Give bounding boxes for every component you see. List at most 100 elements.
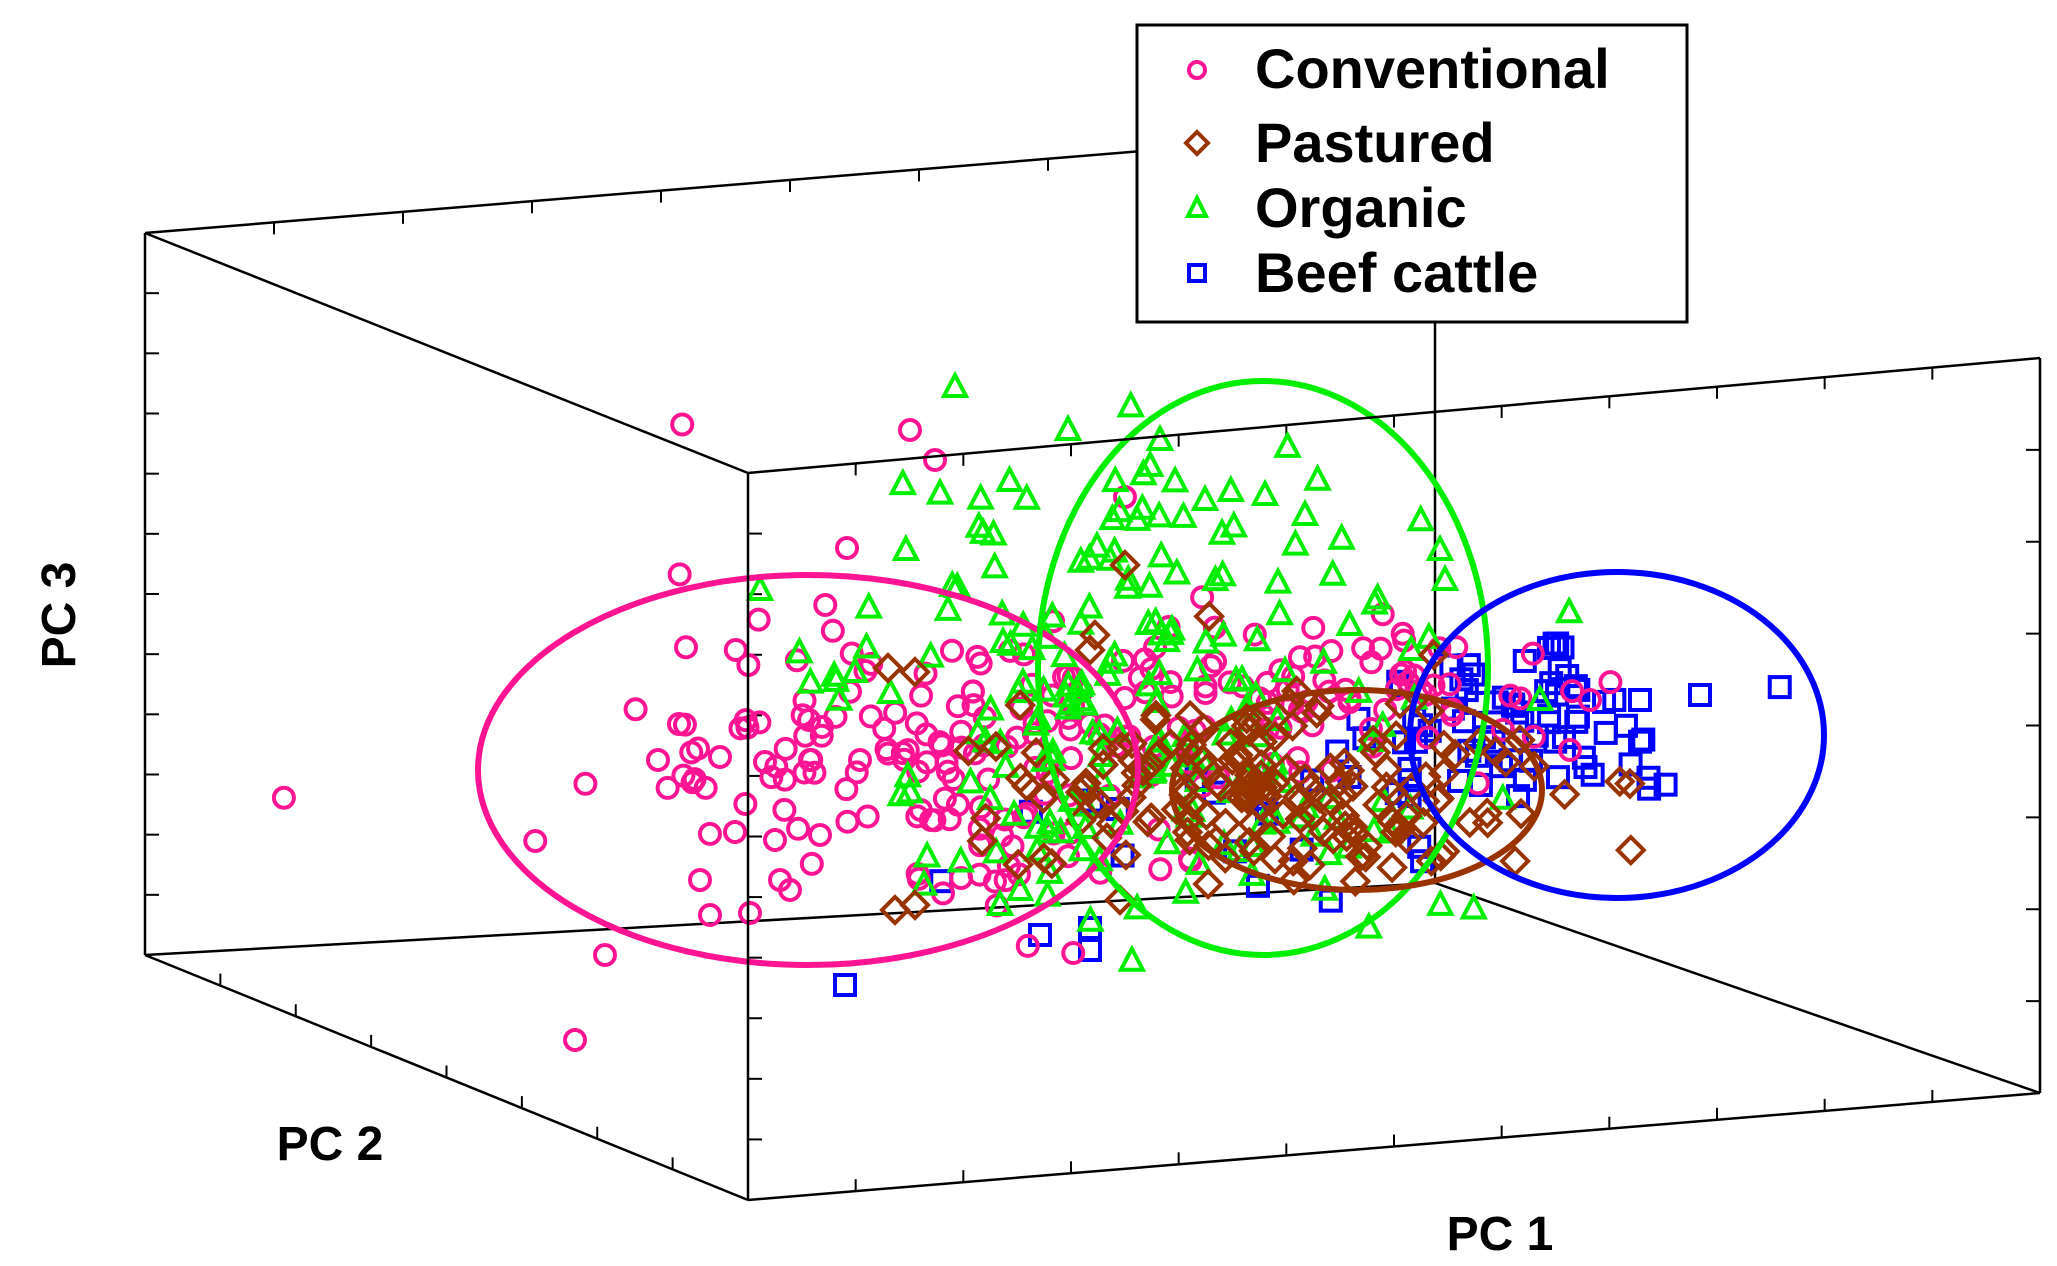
point-organic [1219, 510, 1249, 538]
point-conventional [792, 760, 817, 785]
axis-ticks [145, 137, 2040, 1192]
point-pastured [1505, 797, 1537, 830]
point-pastured [1190, 799, 1223, 831]
point-organic [1160, 465, 1190, 493]
point-pastured [1296, 798, 1328, 831]
point-pastured [1384, 687, 1416, 720]
point-pastured [1236, 774, 1268, 807]
point-conventional [733, 708, 758, 733]
point-conventional [1498, 683, 1523, 708]
point-pastured [1171, 735, 1204, 768]
point-conventional [960, 679, 985, 704]
point-pastured [1427, 757, 1460, 790]
axis-title-pc2: PC 2 [277, 1118, 384, 1171]
point-conventional [573, 771, 598, 796]
point-organic [966, 482, 995, 510]
point-organic [1221, 664, 1251, 692]
point-pastured [1362, 789, 1394, 821]
point-pastured [1359, 736, 1392, 769]
point-conventional [1598, 670, 1623, 695]
point-beef-cattle [1501, 693, 1526, 718]
point-beef-cattle [1593, 720, 1618, 745]
point-organic [912, 840, 942, 868]
point-organic [1145, 423, 1175, 451]
frame-edge-bottom-left [144, 953, 749, 1202]
point-pastured [1294, 849, 1326, 881]
point-conventional [723, 637, 748, 662]
ellipse-pastured [1169, 687, 1545, 893]
point-organic [1128, 492, 1157, 520]
point-pastured [1027, 782, 1060, 815]
point-organic [1113, 571, 1142, 599]
point-conventional [523, 828, 548, 853]
point-organic [1022, 834, 1052, 862]
point-pastured [899, 656, 931, 688]
point-organic [1182, 654, 1212, 682]
point-beef-cattle [1631, 727, 1656, 752]
point-conventional [909, 683, 934, 708]
point-organic [1303, 463, 1332, 491]
point-pastured [1004, 689, 1037, 721]
point-organic [1075, 591, 1104, 619]
point-organic [1116, 390, 1146, 418]
point-organic [933, 593, 963, 621]
point-organic [1082, 530, 1112, 558]
point-pastured [1471, 797, 1503, 829]
point-pastured [1074, 634, 1106, 666]
point-organic [1133, 607, 1163, 635]
point-pastured [1413, 695, 1446, 727]
frame-edge-top-front [747, 356, 2041, 475]
point-conventional [848, 748, 872, 772]
point-organic [1070, 688, 1100, 716]
point-pastured [1233, 826, 1266, 859]
point-pastured [1603, 765, 1636, 798]
point-organic [1191, 626, 1221, 654]
point-pastured [1614, 834, 1647, 866]
point-pastured [980, 730, 1012, 763]
point-pastured [966, 825, 999, 857]
point-conventional [1358, 716, 1383, 741]
point-pastured [1380, 720, 1413, 752]
point-conventional [772, 797, 797, 822]
frame-edge-back-bottom-left [144, 881, 1436, 957]
point-pastured [1278, 864, 1310, 896]
point-conventional [764, 754, 789, 779]
point-organic [1104, 494, 1134, 523]
point-organic [1281, 528, 1310, 556]
legend: Conventional Pastured Organic Beef cattl… [1135, 23, 1689, 324]
data-points [271, 370, 1792, 1052]
point-organic [875, 676, 905, 705]
point-conventional [674, 635, 699, 660]
point-organic [1035, 806, 1065, 835]
point-organic [1034, 816, 1063, 844]
point-pastured [1267, 798, 1299, 830]
legend-marker-beef-cattle [1187, 263, 1207, 283]
point-pastured [1415, 845, 1448, 877]
point-pastured [1221, 741, 1253, 774]
confidence-ellipses [475, 378, 1827, 968]
point-organic [1290, 498, 1320, 526]
point-beef-cattle [1613, 713, 1638, 738]
point-organic [1117, 944, 1147, 972]
legend-marker-organic [1184, 193, 1210, 218]
point-organic [1318, 558, 1348, 586]
point-conventional [786, 816, 811, 841]
point-pastured [1116, 727, 1148, 760]
legend-label-beef-cattle: Beef cattle [1255, 241, 1538, 304]
point-organic [854, 591, 884, 619]
point-conventional [1578, 688, 1602, 712]
point-organic [1066, 545, 1096, 573]
point-pastured [1376, 851, 1408, 884]
point-organic [1426, 888, 1455, 916]
point-conventional [1437, 672, 1462, 697]
point-pastured [1284, 803, 1316, 835]
point-conventional [993, 868, 1018, 893]
point-pastured [1233, 715, 1266, 747]
point-pastured [1225, 782, 1258, 814]
point-pastured [1258, 766, 1291, 799]
point-conventional [1508, 686, 1533, 711]
point-organic [1250, 478, 1280, 506]
point-organic [925, 477, 955, 505]
point-pastured [1174, 699, 1206, 732]
